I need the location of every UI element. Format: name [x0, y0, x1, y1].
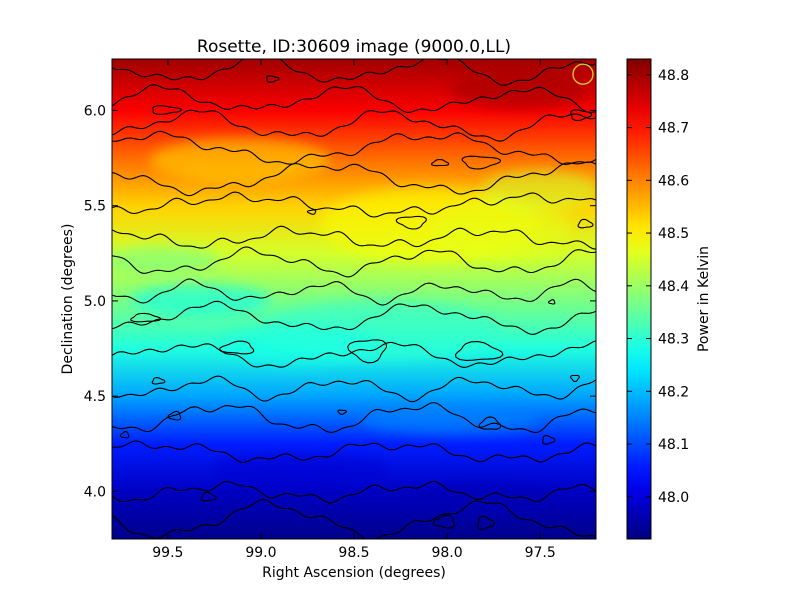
contour-line	[112, 130, 596, 166]
colorbar-tick-label: 48.2	[658, 384, 689, 400]
heatmap-patch	[112, 246, 220, 274]
y-axis-ticks: 4.0 4.5 5.0 5.5 6.0	[84, 103, 596, 500]
colorbar-tick-label: 48.6	[658, 173, 689, 189]
contour-island	[548, 299, 556, 305]
contour-line	[112, 340, 596, 368]
x-tick-label: 99.5	[152, 545, 183, 561]
contour-island	[119, 431, 130, 439]
contour-island	[200, 491, 217, 502]
colorbar-tick-label: 48.5	[658, 226, 689, 242]
contour-island	[167, 410, 182, 421]
x-tick-label: 99.0	[245, 545, 276, 561]
contour-island	[577, 218, 594, 229]
contour-island	[477, 515, 495, 530]
contour-island	[266, 75, 280, 83]
heatmap-patch	[210, 454, 390, 486]
x-tick-label: 98.0	[431, 545, 462, 561]
contour-line	[112, 84, 596, 113]
contour-line	[112, 59, 596, 86]
contour-island	[455, 341, 504, 361]
beam-marker	[572, 63, 594, 85]
colorbar-tick-label: 48.3	[658, 332, 689, 348]
colorbar	[626, 58, 652, 540]
x-axis-ticks: 99.5 99.0 98.5 98.0 97.5	[152, 59, 556, 561]
contour-island	[478, 416, 502, 430]
colorbar-tick-label: 48.7	[658, 121, 689, 137]
heatmap-patch	[150, 138, 330, 182]
contour-island	[130, 312, 162, 323]
x-axis-label: Right Ascension (degrees)	[262, 565, 446, 581]
contour-island	[337, 409, 348, 415]
heatmap-patch	[400, 484, 560, 516]
contour-line	[112, 375, 596, 403]
contour-line	[112, 161, 596, 197]
y-tick-label: 5.0	[84, 294, 106, 310]
contour-island	[306, 209, 317, 215]
contour-line	[112, 402, 596, 434]
contour-island	[570, 109, 593, 122]
contour-lines	[112, 59, 596, 539]
contour-line	[112, 300, 596, 335]
colorbar-tick-label: 48.0	[658, 490, 689, 506]
contour-line	[112, 246, 596, 278]
contour-island	[542, 435, 556, 445]
heatmap-patch	[450, 70, 590, 110]
contour-island	[395, 215, 427, 230]
y-tick-label: 5.5	[84, 199, 106, 215]
y-axis-label: Declination (degrees)	[60, 224, 76, 375]
contour-island	[151, 377, 166, 385]
colorbar-tick-label: 48.1	[658, 437, 689, 453]
contour-line	[112, 499, 596, 539]
chart-title: Rosette, ID:30609 image (9000.0,LL)	[197, 37, 511, 57]
colorbar-ticks: 48.0 48.1 48.2 48.3 48.4 48.5 48.6 48.7 48.8	[627, 68, 689, 506]
contour-island	[570, 374, 580, 383]
contour-line	[112, 109, 596, 142]
y-tick-label: 6.0	[84, 103, 106, 119]
x-tick-label: 97.5	[525, 545, 556, 561]
colorbar-label: Power in Kelvin	[696, 246, 712, 352]
colorbar-tick-label: 48.4	[658, 279, 689, 295]
contour-island	[432, 514, 455, 529]
contour-island	[461, 155, 502, 170]
contour-line	[112, 191, 596, 218]
heatmap-patch	[430, 200, 570, 260]
x-tick-label: 98.5	[338, 545, 369, 561]
y-tick-label: 4.5	[84, 389, 106, 405]
contour-island	[347, 339, 388, 364]
contour-line	[112, 480, 596, 504]
heatmap-patch	[480, 170, 596, 210]
contour-island	[152, 105, 183, 115]
contour-line	[112, 278, 596, 306]
contour-island	[430, 158, 450, 167]
heatmap-patch	[360, 406, 540, 434]
contour-island	[219, 340, 255, 355]
y-tick-label: 4.0	[84, 484, 106, 500]
contour-line	[112, 440, 596, 463]
colorbar-tick-label: 48.8	[658, 68, 689, 84]
contour-line	[112, 225, 596, 250]
